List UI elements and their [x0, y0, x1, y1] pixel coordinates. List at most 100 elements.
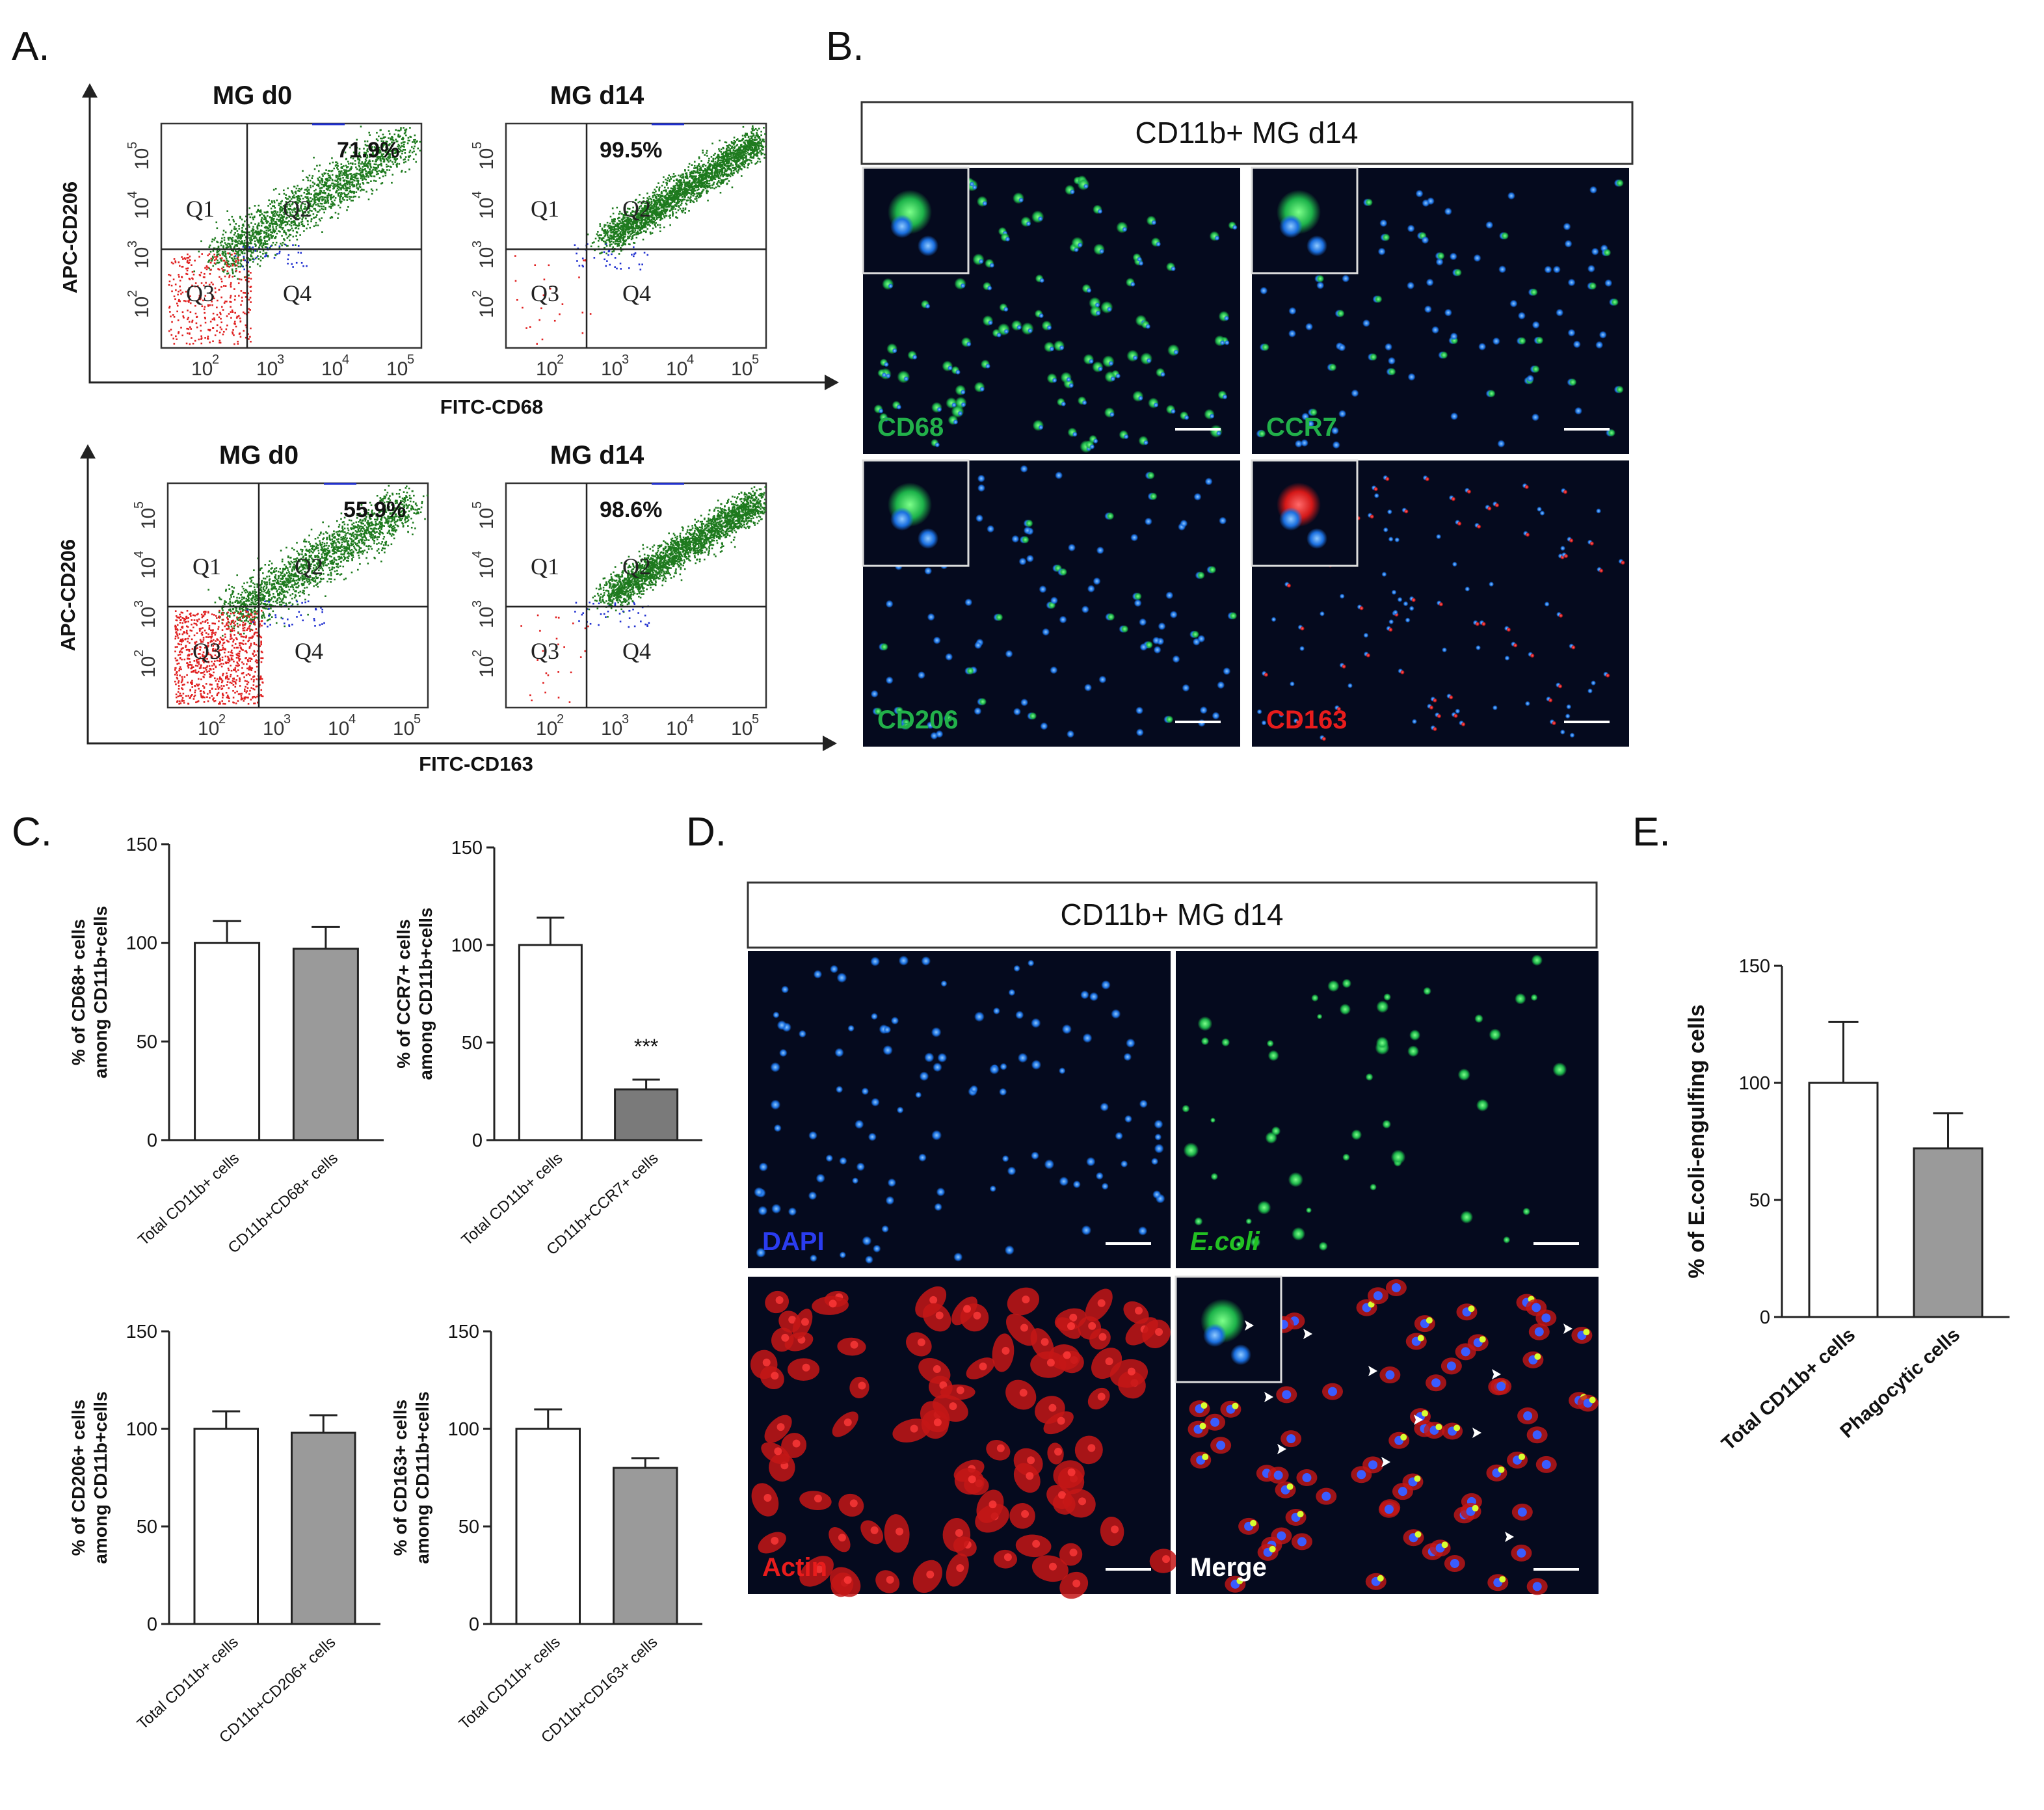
quadrant-label-q2: Q2	[295, 553, 323, 579]
cells	[750, 1286, 1178, 1599]
x-tick-label: 10	[321, 358, 343, 380]
arrowhead-icon	[1277, 1444, 1286, 1454]
x-tick-exponent: 2	[557, 712, 564, 726]
y-tick-label: 10	[138, 607, 159, 628]
flow-row2-y-arrow	[80, 444, 96, 459]
bar	[292, 948, 359, 1141]
flow-row2-ylabel: APC-CD206	[57, 539, 79, 651]
y-tick-label: 10	[131, 198, 153, 219]
y-tick-label: 100	[126, 1419, 157, 1440]
y-tick-exponent: 5	[470, 501, 484, 509]
cells	[1182, 954, 1567, 1251]
y-tick-exponent: 3	[470, 241, 484, 248]
y-tick-label: 0	[147, 1614, 157, 1635]
y-tick-label: 150	[448, 1322, 479, 1342]
y-tick-exponent: 4	[126, 191, 140, 198]
arrowhead-icon	[1472, 1428, 1481, 1438]
quadrant-label-q1: Q1	[531, 196, 559, 222]
arrowhead-icon	[1414, 1415, 1423, 1425]
x-tick-label: 10	[601, 358, 622, 380]
x-tick-exponent: 4	[687, 712, 694, 726]
y-tick-label: 10	[476, 297, 498, 318]
y-tick-label: 150	[126, 834, 157, 855]
y-tick-label: 10	[476, 247, 498, 269]
y-tick-label: 150	[1739, 956, 1770, 977]
arrowhead-icon	[1368, 1366, 1377, 1376]
y-axis-label: % of CD68+ cells among CD11b+cells	[68, 906, 111, 1078]
quadrant-label-q2: Q2	[622, 553, 651, 579]
bar	[193, 1428, 259, 1625]
x-tick-label: 10	[536, 358, 557, 380]
y-tick-label: 150	[126, 1322, 157, 1342]
y-tick-label: 150	[451, 838, 483, 858]
x-tick-exponent: 3	[277, 353, 284, 367]
x-tick-exponent: 4	[342, 353, 349, 367]
panel-b-header-box	[860, 101, 1634, 165]
y-tick-exponent: 5	[470, 142, 484, 149]
panel-label-b: B.	[826, 24, 864, 69]
x-tick-label: 10	[256, 358, 278, 380]
channel-label: E.coli	[1190, 1227, 1260, 1256]
flow-events	[520, 486, 767, 703]
x-tick-label: 10	[263, 718, 284, 739]
x-tick-label: 10	[536, 718, 557, 739]
bar	[614, 1088, 679, 1141]
y-tick-label: 0	[472, 1130, 483, 1151]
x-tick-label: 10	[191, 358, 213, 380]
y-tick-label: 10	[131, 247, 153, 269]
x-tick-exponent: 2	[557, 353, 564, 367]
y-tick-exponent: 4	[132, 551, 146, 558]
significance-marker: ***	[634, 1035, 658, 1058]
panel-a-flow-cytometry: APC-CD206 FITC-CD68 Q1 Q2 Q3 Q4 71.9% MG d0 10…	[57, 81, 839, 775]
y-tick-exponent: 2	[470, 290, 484, 297]
panel-d-phagocytosis-images: CD11b+ MG d14 DAPI E.coli Actin Merge	[747, 881, 1599, 1599]
quadrant-label-q2: Q2	[622, 196, 651, 222]
q2-percentage: 55.9%	[343, 498, 406, 522]
q2-percentage: 99.5%	[600, 138, 662, 163]
micrograph-merge: Merge	[1175, 1275, 1599, 1595]
x-tick-exponent: 5	[752, 712, 759, 726]
x-tick-exponent: 5	[752, 353, 759, 367]
channel-label: CD206	[877, 706, 959, 734]
y-tick-label: 10	[131, 297, 153, 318]
panel-b-header: CD11b+ MG d14	[1135, 116, 1358, 150]
quadrant-label-q1: Q1	[186, 196, 215, 222]
y-tick-exponent: 3	[470, 600, 484, 607]
y-tick-exponent: 3	[132, 600, 146, 607]
x-tick-exponent: 2	[219, 712, 226, 726]
flow-row1-xlabel: FITC-CD68	[440, 395, 543, 418]
x-tick-exponent: 2	[212, 353, 219, 367]
bar	[515, 1428, 581, 1625]
inset-zoom	[1251, 166, 1359, 274]
micrograph-actin: Actin	[748, 1277, 1178, 1599]
flow-events	[514, 125, 767, 345]
y-tick-label: 10	[476, 656, 498, 678]
arrowhead-icon	[1303, 1329, 1312, 1339]
quadrant-label-q3: Q3	[186, 280, 215, 306]
y-tick-label: 0	[1760, 1307, 1770, 1328]
y-tick-label: 10	[131, 148, 153, 170]
y-tick-label: 10	[476, 508, 498, 529]
panel-label-d: D.	[686, 810, 726, 855]
y-tick-label: 50	[137, 1517, 157, 1537]
flow-row1-ylabel: APC-CD206	[59, 181, 81, 293]
micrograph-ecoli: E.coli	[1176, 951, 1599, 1268]
x-tick-exponent: 3	[622, 712, 629, 726]
inset-zoom	[862, 166, 970, 274]
micrograph-background	[748, 951, 1171, 1268]
y-tick-label: 10	[138, 557, 159, 579]
y-tick-label: 10	[138, 508, 159, 529]
flow-plot-title: MG d14	[550, 441, 644, 470]
inset-zoom	[1175, 1275, 1282, 1383]
bar	[194, 942, 261, 1141]
inset-zoom	[862, 459, 970, 567]
y-tick-exponent: 5	[132, 501, 146, 509]
bar-chart-cd206: 0 50 100 150 % of CD206+ cells among CD11b+ce…	[68, 1322, 380, 1747]
y-tick-exponent: 5	[126, 142, 140, 149]
flow-row-2: APC-CD206 FITC-CD163 Q1 Q2 Q3 Q4 55.9% MG d0 1…	[57, 441, 837, 775]
panel-label-e: E.	[1632, 810, 1671, 855]
y-tick-label: 100	[451, 935, 483, 956]
